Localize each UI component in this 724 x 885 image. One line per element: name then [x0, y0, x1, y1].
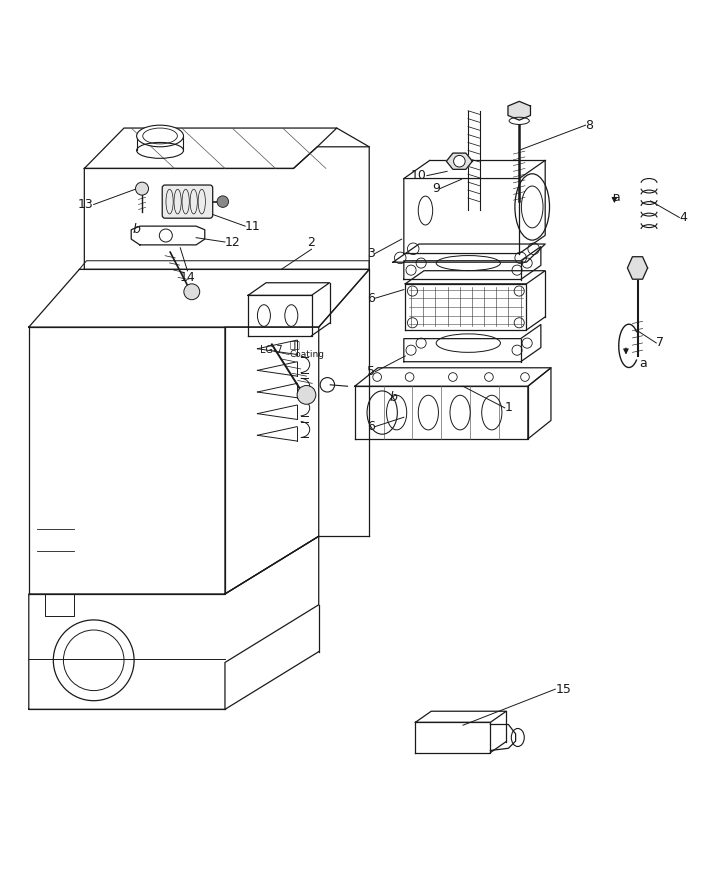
Text: b: b — [133, 222, 141, 235]
Text: LG-7: LG-7 — [260, 345, 282, 355]
Text: 8: 8 — [586, 119, 594, 132]
Text: 13: 13 — [78, 198, 93, 211]
Polygon shape — [447, 153, 472, 169]
Polygon shape — [628, 257, 647, 279]
Text: 4: 4 — [679, 211, 687, 224]
Circle shape — [135, 182, 148, 195]
Circle shape — [184, 284, 200, 300]
Text: 6: 6 — [367, 292, 375, 304]
Text: 2: 2 — [308, 236, 316, 250]
Text: 15: 15 — [555, 682, 571, 696]
Text: a: a — [639, 357, 647, 370]
Text: 塗布: 塗布 — [290, 342, 300, 350]
Text: 5: 5 — [367, 366, 375, 378]
FancyBboxPatch shape — [162, 185, 213, 219]
Text: 12: 12 — [225, 235, 240, 249]
Text: 6: 6 — [367, 420, 375, 433]
Text: 14: 14 — [180, 271, 195, 284]
Polygon shape — [508, 102, 531, 120]
Text: 11: 11 — [245, 219, 261, 233]
Text: 10: 10 — [411, 169, 427, 182]
Text: 3: 3 — [367, 247, 375, 260]
Text: 9: 9 — [432, 182, 440, 195]
Circle shape — [454, 156, 465, 167]
Text: 7: 7 — [656, 336, 664, 350]
Text: b: b — [390, 391, 397, 404]
Ellipse shape — [137, 125, 183, 147]
Circle shape — [297, 386, 316, 404]
Text: 1: 1 — [505, 402, 513, 414]
Circle shape — [217, 196, 229, 207]
Text: a: a — [612, 191, 620, 204]
Text: Coating: Coating — [290, 350, 325, 359]
